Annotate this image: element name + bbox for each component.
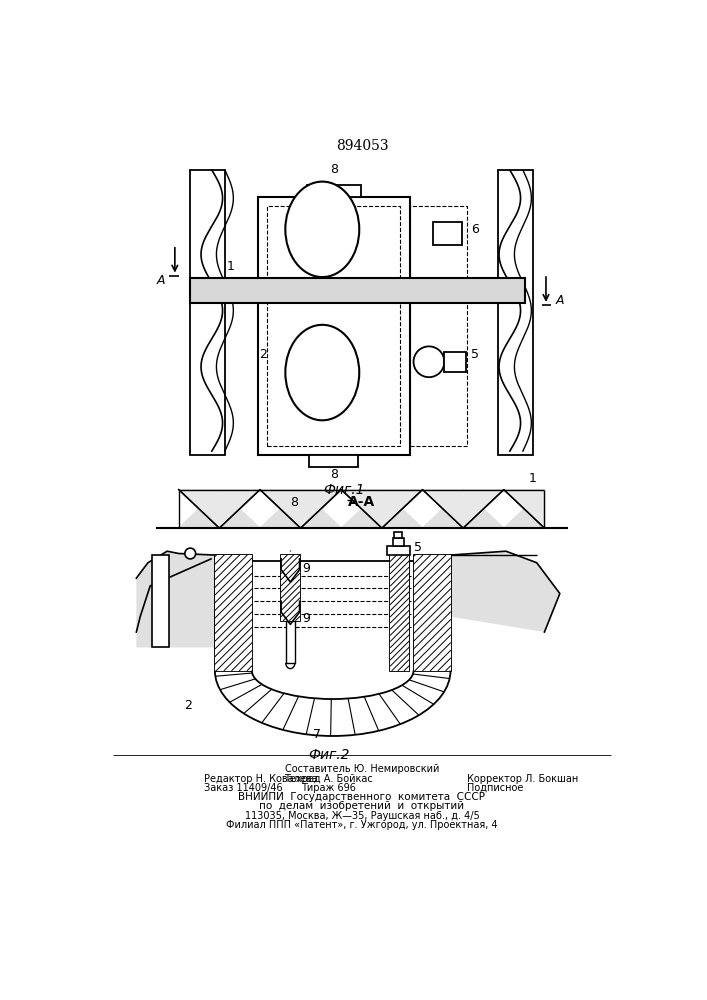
Text: ВНИИПИ  Государственного  комитета  СССР: ВНИИПИ Государственного комитета СССР xyxy=(238,792,486,802)
Bar xyxy=(267,206,400,446)
Text: 6: 6 xyxy=(472,223,479,236)
Ellipse shape xyxy=(286,325,359,420)
Circle shape xyxy=(185,548,196,559)
Text: Заказ 11409/46: Заказ 11409/46 xyxy=(204,783,283,793)
Text: 2: 2 xyxy=(259,348,267,361)
Bar xyxy=(281,555,300,620)
Bar xyxy=(414,555,450,671)
Text: Техред А. Бойкас: Техред А. Бойкас xyxy=(284,774,373,784)
Text: А: А xyxy=(157,274,165,287)
Bar xyxy=(390,555,409,671)
Text: 4: 4 xyxy=(424,583,432,596)
Ellipse shape xyxy=(286,182,359,277)
Bar xyxy=(433,222,462,245)
Text: Филиал ППП «Патент», г. Ужгород, ул. Проектная, 4: Филиал ППП «Патент», г. Ужгород, ул. Про… xyxy=(226,820,498,830)
Bar xyxy=(152,555,169,647)
Bar xyxy=(498,170,533,455)
Text: Корректор Л. Бокшан: Корректор Л. Бокшан xyxy=(467,774,579,784)
Bar xyxy=(444,352,466,372)
Text: Фиг.2: Фиг.2 xyxy=(308,748,349,762)
Bar xyxy=(390,555,409,671)
Bar xyxy=(414,555,450,671)
Text: 113035, Москва, Ж—35, Раушская наб., д. 4/5: 113035, Москва, Ж—35, Раушская наб., д. … xyxy=(245,811,479,821)
Text: 7: 7 xyxy=(313,728,321,741)
Text: 894053: 894053 xyxy=(336,139,388,153)
Bar xyxy=(190,170,225,455)
Bar xyxy=(281,555,300,620)
Text: 2: 2 xyxy=(184,699,192,712)
Bar xyxy=(393,538,404,546)
Text: Подписное: Подписное xyxy=(467,783,524,793)
Bar xyxy=(190,278,525,303)
Text: по  делам  изобретений  и  открытий: по делам изобретений и открытий xyxy=(259,801,464,811)
Text: Редактор Н. Ковалева: Редактор Н. Ковалева xyxy=(204,774,317,784)
Bar xyxy=(258,197,409,455)
Text: А-А: А-А xyxy=(349,495,375,509)
Text: 5: 5 xyxy=(414,541,421,554)
Text: 8: 8 xyxy=(330,163,338,176)
Bar xyxy=(387,546,409,555)
Text: 5: 5 xyxy=(472,348,479,361)
Polygon shape xyxy=(450,551,560,632)
Text: 1: 1 xyxy=(227,260,235,273)
Bar xyxy=(215,555,252,671)
Bar xyxy=(395,532,402,538)
Bar xyxy=(215,555,252,671)
Bar xyxy=(309,455,358,467)
Text: Фиг.1: Фиг.1 xyxy=(324,483,365,497)
Circle shape xyxy=(414,346,444,377)
Text: 3: 3 xyxy=(413,606,421,619)
Text: 1: 1 xyxy=(529,472,537,485)
Bar xyxy=(409,206,467,446)
Bar xyxy=(307,185,361,197)
Text: 9: 9 xyxy=(302,612,310,625)
Bar xyxy=(286,620,295,663)
Text: А: А xyxy=(555,294,563,307)
Polygon shape xyxy=(136,551,215,647)
Text: Тираж 696: Тираж 696 xyxy=(301,783,356,793)
Text: Составитель Ю. Немировский: Составитель Ю. Немировский xyxy=(285,764,439,774)
Text: 8: 8 xyxy=(290,496,298,509)
Text: 8: 8 xyxy=(330,468,338,481)
Text: 9: 9 xyxy=(302,562,310,575)
